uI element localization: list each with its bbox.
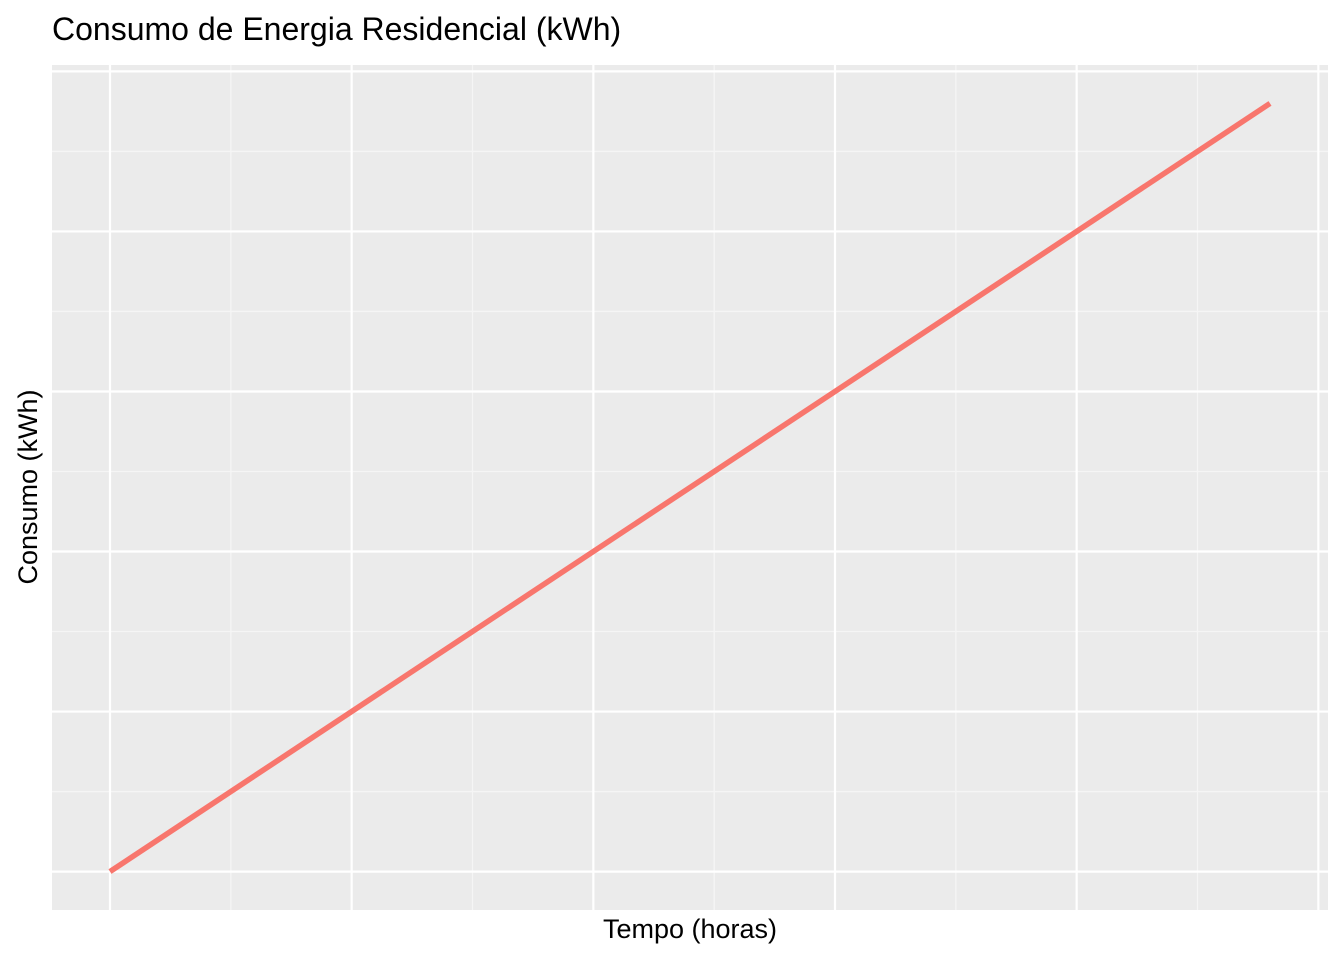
series-line-0 bbox=[108, 101, 1272, 874]
grid-minor bbox=[52, 65, 1328, 910]
x-axis-title: Tempo (horas) bbox=[603, 914, 777, 944]
y-axis-title: Consumo (kWh) bbox=[13, 389, 43, 584]
series-layer bbox=[108, 101, 1272, 874]
chart-title: Consumo de Energia Residencial (kWh) bbox=[52, 11, 621, 47]
grid-major bbox=[52, 65, 1328, 910]
